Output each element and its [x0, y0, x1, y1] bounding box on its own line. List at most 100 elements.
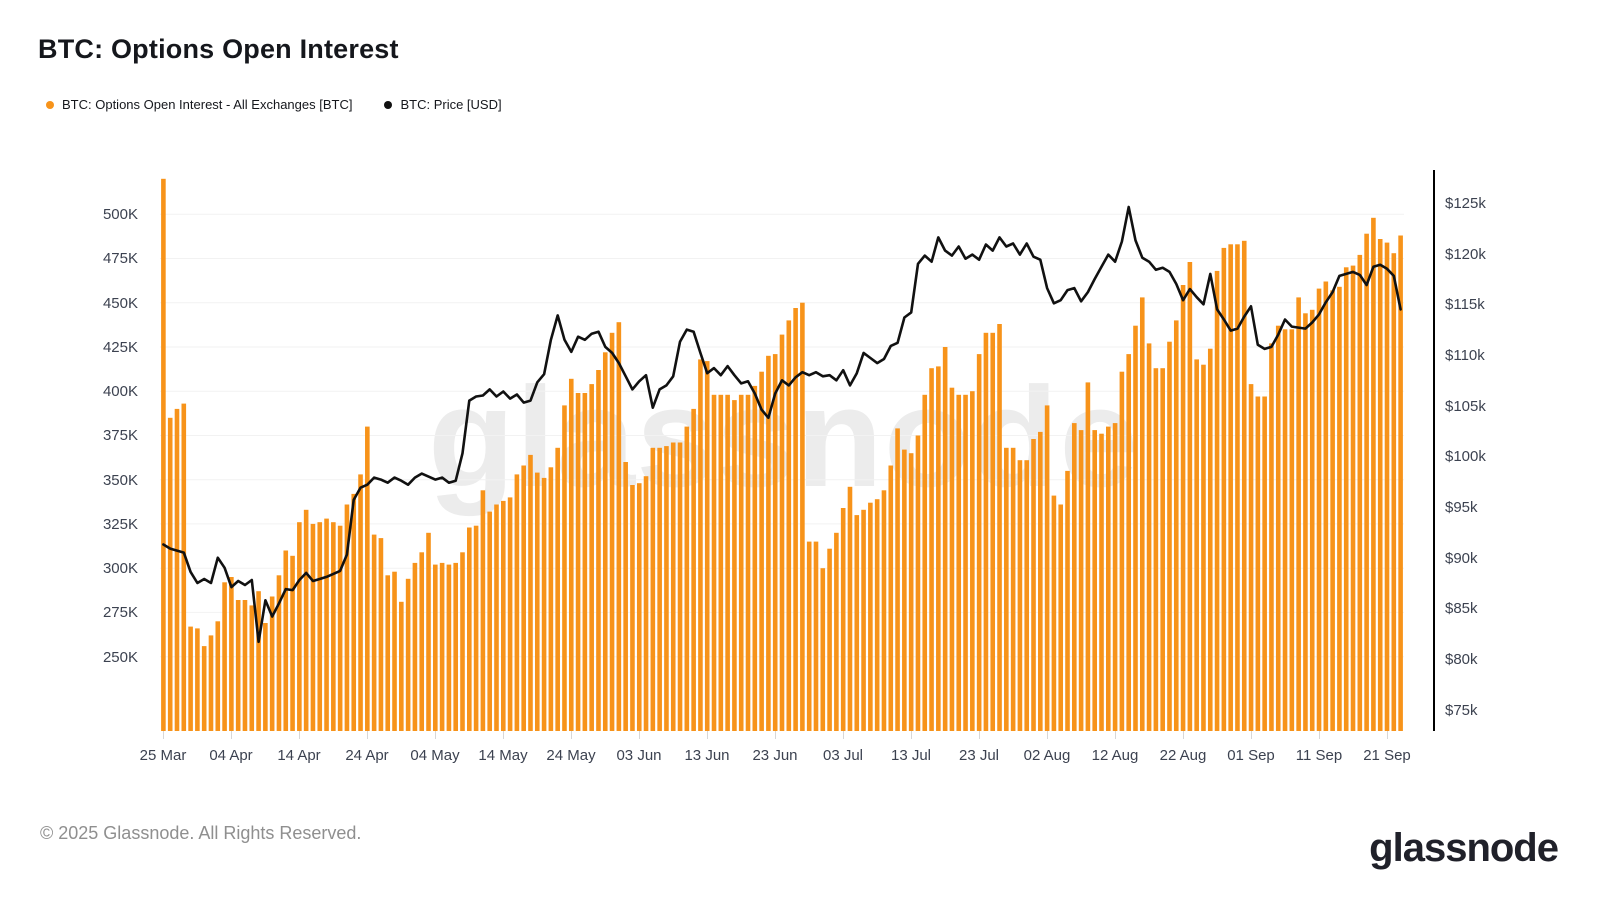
oi-bar — [1173, 320, 1179, 731]
legend-dot-black-icon — [384, 100, 393, 109]
oi-bar — [344, 504, 350, 731]
y-axis-label-left: 450K — [102, 295, 138, 312]
oi-bar — [1078, 430, 1084, 731]
oi-bar — [902, 449, 907, 731]
oi-bar — [908, 453, 914, 731]
oi-bar — [1160, 368, 1165, 731]
oi-bar — [446, 564, 452, 731]
oi-bar — [161, 178, 166, 731]
y-axis-label-right: $120k — [1445, 246, 1486, 263]
legend-item-open-interest[interactable]: BTC: Options Open Interest - All Exchang… — [46, 97, 352, 112]
oi-bar — [684, 426, 690, 731]
oi-bar — [881, 490, 887, 731]
plot-area[interactable] — [160, 170, 1404, 731]
oi-bar — [1323, 281, 1329, 731]
oi-bar — [385, 575, 391, 731]
oi-bar — [562, 405, 567, 731]
oi-bar — [433, 564, 438, 731]
oi-bar — [1072, 423, 1077, 731]
x-axis-tick — [163, 731, 164, 739]
oi-bar — [888, 465, 894, 731]
oi-bar — [1282, 329, 1288, 731]
oi-bar — [1221, 247, 1227, 731]
oi-bar — [555, 447, 560, 731]
oi-bar — [711, 394, 717, 731]
oi-bar — [1153, 368, 1159, 731]
y-axis-label-left: 325K — [102, 516, 138, 533]
oi-bar — [806, 541, 812, 731]
oi-bar — [1044, 405, 1050, 731]
x-axis-label: 01 Sep — [1227, 747, 1275, 764]
oi-bar — [324, 518, 329, 731]
oi-bar — [786, 320, 792, 731]
oi-bar — [1289, 329, 1295, 731]
oi-bar — [507, 497, 513, 731]
oi-bar — [229, 577, 234, 731]
oi-bar — [602, 352, 608, 731]
oi-bar — [956, 394, 962, 731]
oi-bar — [861, 509, 866, 731]
oi-bar — [1126, 354, 1131, 731]
oi-bar — [725, 394, 730, 731]
x-axis-tick — [571, 731, 572, 739]
oi-bar — [820, 568, 826, 731]
oi-bar — [534, 472, 540, 731]
x-axis-label: 22 Aug — [1159, 747, 1207, 764]
oi-bar — [650, 447, 656, 731]
x-axis-tick — [911, 731, 912, 739]
oi-bar — [500, 500, 506, 731]
oi-bar — [263, 623, 268, 731]
x-axis-tick — [1047, 731, 1048, 739]
oi-bar — [732, 400, 737, 731]
oi-bar — [840, 508, 846, 731]
legend-label-open-interest: BTC: Options Open Interest - All Exchang… — [62, 97, 353, 112]
y-axis-label-right: $115k — [1445, 296, 1485, 313]
x-axis-label: 14 Apr — [277, 747, 321, 764]
oi-bar — [460, 552, 465, 731]
oi-bar — [1248, 384, 1254, 731]
oi-bar — [670, 442, 676, 731]
oi-bar — [813, 541, 819, 731]
oi-bar — [514, 474, 520, 731]
legend-item-price[interactable]: BTC: Price [USD] — [384, 97, 502, 112]
oi-bar — [174, 408, 180, 731]
oi-bar — [487, 511, 492, 731]
x-axis: 25 Mar 04 Apr 14 Apr 24 Apr 04 May 14 May 24 M… — [0, 731, 1600, 781]
oi-bar — [915, 435, 921, 731]
copyright-text: © 2025 Glassnode. All Rights Reserved. — [40, 823, 362, 843]
oi-bar — [1364, 233, 1369, 731]
x-axis-label: 25 Mar — [139, 747, 187, 764]
legend-label-price: BTC: Price [USD] — [400, 97, 502, 112]
oi-bar — [970, 391, 975, 731]
y-axis-right: $75k $80k $85k $90k $95k $100k $105k $110k $115k… — [1445, 170, 1535, 731]
oi-bar — [745, 394, 751, 731]
oi-bar — [596, 370, 601, 731]
oi-bar — [548, 467, 554, 731]
oi-bar — [997, 324, 1002, 731]
oi-bar — [949, 387, 955, 731]
x-axis-label: 03 Jun — [616, 747, 662, 764]
legend: BTC: Options Open Interest - All Exchang… — [46, 97, 502, 112]
y-axis-label-left: 350K — [102, 472, 138, 489]
oi-bar — [1262, 396, 1267, 731]
oi-bar — [575, 393, 581, 731]
oi-bar — [1180, 285, 1186, 731]
oi-bar — [521, 465, 526, 731]
oi-bar — [976, 354, 982, 731]
y-axis-label-right: $75k — [1445, 702, 1478, 719]
oi-bar — [337, 525, 343, 731]
oi-bar — [405, 578, 411, 731]
oi-bar — [1065, 470, 1070, 731]
oi-bar — [419, 552, 425, 731]
oi-bar — [1024, 460, 1030, 731]
y-axis-label-left: 275K — [102, 604, 138, 621]
x-axis-tick — [979, 731, 980, 739]
oi-bar — [1377, 239, 1383, 731]
oi-bar — [1371, 217, 1376, 731]
oi-bar — [303, 509, 309, 731]
oi-bar — [929, 368, 934, 731]
y-axis-label-right: $95k — [1445, 499, 1478, 516]
x-axis-tick — [1115, 731, 1116, 739]
x-axis-label: 21 Sep — [1363, 747, 1411, 764]
oi-bar — [392, 571, 397, 731]
